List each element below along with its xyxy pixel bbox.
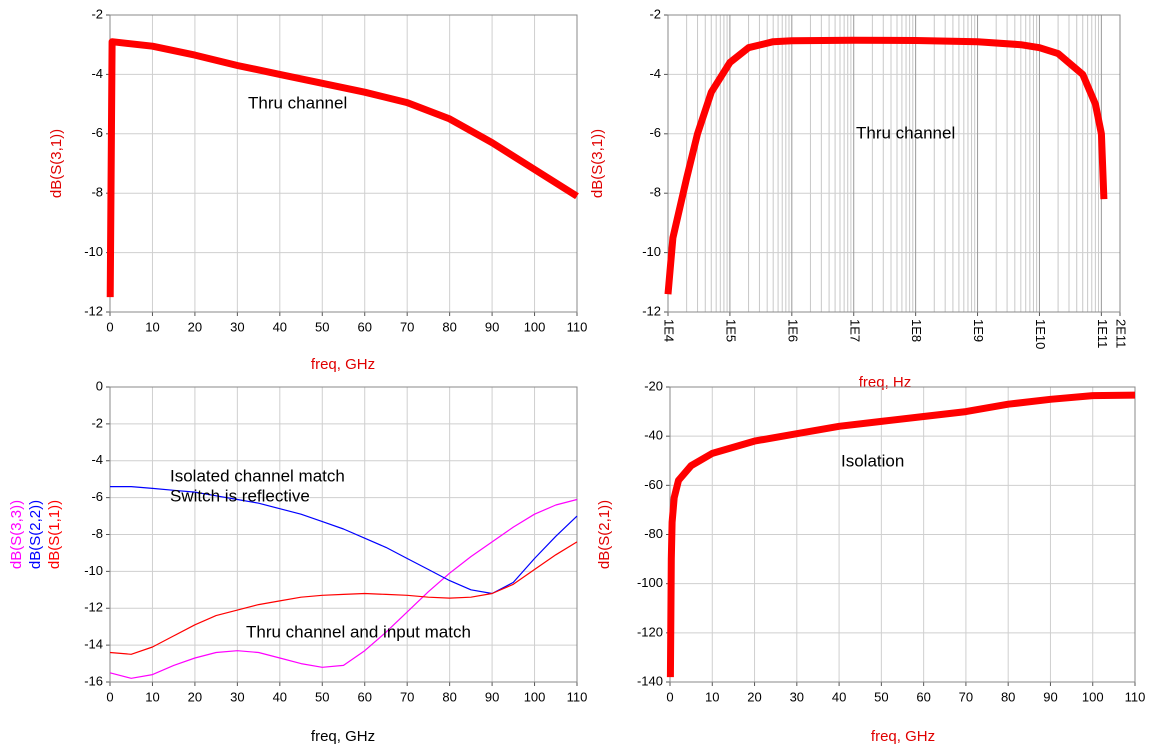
x-tick-label: 20 (188, 689, 202, 704)
x-tick-label: 20 (747, 689, 761, 704)
y-tick-label: -2 (649, 6, 661, 21)
y-tick-label: -12 (642, 303, 661, 318)
y-tick-label: -12 (84, 600, 103, 615)
x-tick-label: 1E6 (785, 319, 800, 342)
x-tick-label: 10 (145, 689, 159, 704)
x-tick-label: 1E7 (847, 319, 862, 342)
y-tick-label: -8 (91, 526, 103, 541)
annotation: Thru channel and input match (246, 622, 471, 641)
y-tick-label: -4 (91, 66, 103, 81)
annotation: Thru channel (248, 93, 347, 112)
x-tick-label: 40 (832, 689, 846, 704)
y-tick-label: -20 (644, 378, 663, 393)
y-tick-label: -40 (644, 428, 663, 443)
y-tick-label: -100 (637, 575, 663, 590)
x-tick-label: 1E10 (1033, 319, 1048, 349)
y-axis-label: dB(S(3,1)) (48, 129, 65, 198)
series-line (109, 541, 578, 655)
series-line (664, 36, 1108, 295)
x-tick-label: 1E8 (909, 319, 924, 342)
x-tick-label: 30 (790, 689, 804, 704)
plot-frame (109, 386, 578, 683)
x-tick-label: 90 (1043, 689, 1057, 704)
x-axis-label: freq, GHz (311, 356, 375, 373)
annotation: Switch is reflective (170, 486, 310, 505)
y-tick-label: -2 (91, 415, 103, 430)
series-line (106, 38, 579, 298)
x-tick-label: 80 (1001, 689, 1015, 704)
y-tick-label: -4 (649, 66, 661, 81)
y-axis-label: dB(S(3,1)) (589, 129, 606, 198)
y-tick-label: -8 (91, 185, 103, 200)
y-tick-label: -10 (84, 563, 103, 578)
annotation: Thru channel (856, 123, 955, 142)
x-tick-label: 90 (485, 689, 499, 704)
legend-label: dB(S(2,2)) (27, 500, 44, 569)
y-tick-label: -2 (91, 6, 103, 21)
x-tick-label: 100 (524, 319, 546, 334)
x-tick-label: 100 (524, 689, 546, 704)
x-tick-label: 0 (106, 689, 113, 704)
x-tick-label: 70 (400, 319, 414, 334)
x-tick-label: 10 (145, 319, 159, 334)
y-tick-label: -120 (637, 624, 663, 639)
x-axis-label: freq, GHz (311, 728, 375, 745)
plot-frame (109, 14, 578, 313)
x-tick-label: 1E11 (1095, 319, 1110, 348)
x-tick-label: 10 (705, 689, 719, 704)
x-tick-label: 70 (959, 689, 973, 704)
series-line (666, 391, 1136, 678)
x-tick-label: 110 (567, 689, 588, 704)
x-tick-label: 30 (230, 689, 244, 704)
x-tick-label: 50 (315, 689, 329, 704)
x-tick-label: 110 (1125, 689, 1146, 704)
x-tick-label: 0 (106, 319, 113, 334)
x-axis-label: freq, Hz (859, 374, 912, 391)
y-axis-label: dB(S(2,1)) (596, 500, 613, 569)
x-tick-label: 40 (273, 319, 287, 334)
y-tick-label: -6 (91, 489, 103, 504)
x-tick-label: 2E11 (1114, 319, 1129, 348)
annotation: Isolation (841, 451, 904, 470)
y-tick-label: -16 (84, 673, 103, 688)
x-tick-label: 20 (188, 319, 202, 334)
y-tick-label: -12 (84, 303, 103, 318)
y-tick-label: -6 (91, 125, 103, 140)
x-tick-label: 80 (442, 689, 456, 704)
plot-frame (667, 14, 1121, 313)
x-tick-label: 60 (357, 689, 371, 704)
y-tick-label: -10 (84, 244, 103, 259)
x-tick-label: 60 (357, 319, 371, 334)
x-tick-label: 90 (485, 319, 499, 334)
x-tick-label: 50 (874, 689, 888, 704)
x-tick-label: 110 (567, 319, 588, 334)
y-tick-label: -140 (637, 673, 663, 688)
y-tick-label: -4 (91, 452, 103, 467)
y-tick-label: -80 (644, 526, 663, 541)
legend-label: dB(S(3,3)) (8, 500, 25, 569)
x-tick-label: 100 (1082, 689, 1104, 704)
x-tick-label: 60 (916, 689, 930, 704)
x-tick-label: 70 (400, 689, 414, 704)
y-tick-label: 0 (96, 378, 103, 393)
x-tick-label: 0 (666, 689, 673, 704)
x-tick-label: 1E5 (723, 319, 738, 342)
x-tick-label: 30 (230, 319, 244, 334)
x-axis-label: freq, GHz (871, 728, 935, 745)
x-tick-label: 1E9 (971, 319, 986, 342)
y-tick-label: -60 (644, 477, 663, 492)
y-tick-label: -8 (649, 185, 661, 200)
x-tick-label: 80 (442, 319, 456, 334)
x-tick-label: 1E4 (662, 319, 677, 342)
y-tick-label: -10 (642, 244, 661, 259)
annotation: Isolated channel match (170, 466, 345, 485)
series-line (109, 498, 578, 679)
y-tick-label: -14 (84, 637, 103, 652)
legend-label: dB(S(1,1)) (46, 500, 63, 569)
x-tick-label: 50 (315, 319, 329, 334)
y-tick-label: -6 (649, 125, 661, 140)
x-tick-label: 40 (273, 689, 287, 704)
